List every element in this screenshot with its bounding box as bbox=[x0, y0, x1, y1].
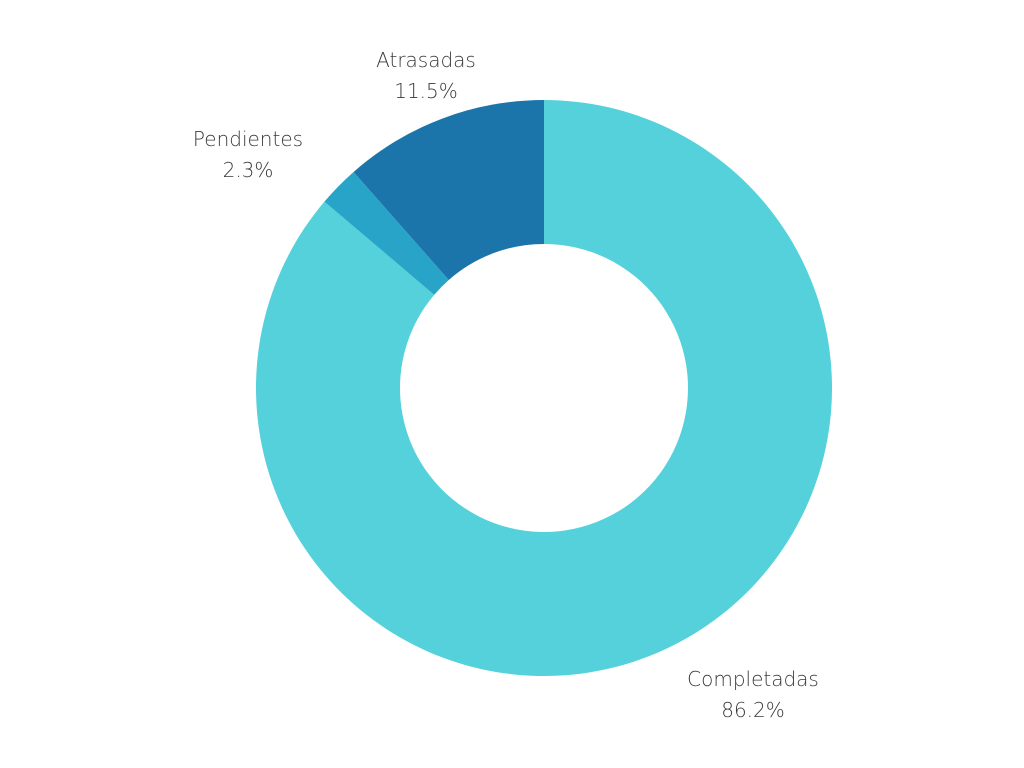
label-completadas-value: 86.2% bbox=[721, 698, 785, 722]
donut-slices bbox=[255, 100, 833, 677]
label-atrasadas-name: Atrasadas bbox=[376, 48, 476, 72]
slice-atrasadas bbox=[353, 100, 544, 280]
slice-completadas bbox=[255, 100, 833, 677]
label-pendientes-name: Pendientes bbox=[193, 127, 303, 151]
label-pendientes-value: 2.3% bbox=[223, 158, 274, 182]
label-completadas-name: Completadas bbox=[687, 667, 819, 691]
label-atrasadas-value: 11.5% bbox=[394, 79, 458, 103]
label-pendientes: Pendientes 2.3% bbox=[193, 127, 303, 182]
label-atrasadas: Atrasadas 11.5% bbox=[376, 48, 476, 103]
slice-pendientes bbox=[324, 171, 449, 295]
label-completadas: Completadas 86.2% bbox=[687, 667, 819, 722]
